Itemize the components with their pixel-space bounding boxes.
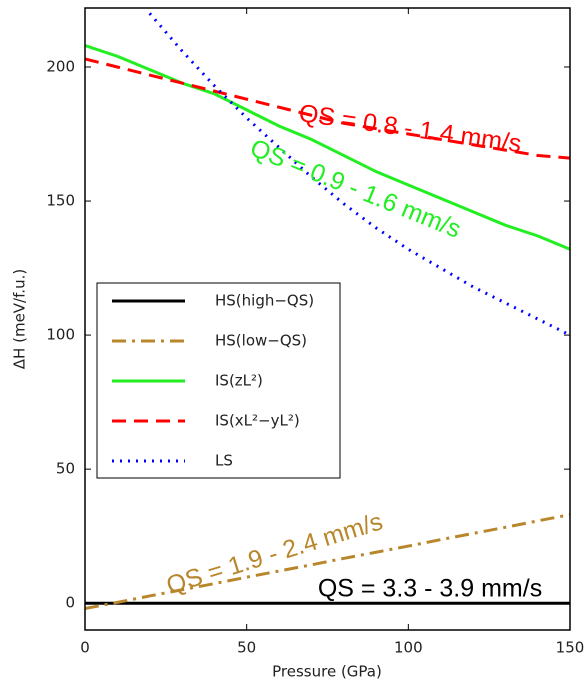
x-tick-label: 150 [556,639,585,657]
legend-label: IS(zL²) [215,372,263,390]
plot-frame [84,7,571,631]
y-tick-label: 150 [46,192,75,210]
legend-label: HS(high−QS) [215,292,314,310]
plot-area [85,12,570,611]
y-tick-label: 0 [65,594,75,612]
series-line [148,12,570,337]
annotation: QS = 3.3 - 3.9 mm/s [318,575,542,603]
series-line [85,57,570,160]
x-tick-label: 50 [237,639,256,657]
y-axis-label: ΔH (meV/f.u.) [11,269,29,369]
legend-label: IS(xL²−yL²) [215,412,300,430]
legend-label: HS(low−QS) [215,332,307,350]
x-axis-label: Pressure (GPa) [272,663,382,681]
x-tick-label: 0 [80,639,90,657]
x-tick-label: 100 [394,639,423,657]
series-line [85,44,570,251]
legend-label: LS [215,452,233,470]
annotation: QS = 0.9 - 1.6 mm/s [246,134,465,244]
y-tick-label: 50 [56,460,75,478]
series-line [85,513,570,611]
y-tick-label: 100 [46,326,75,344]
y-tick-label: 200 [46,57,75,75]
